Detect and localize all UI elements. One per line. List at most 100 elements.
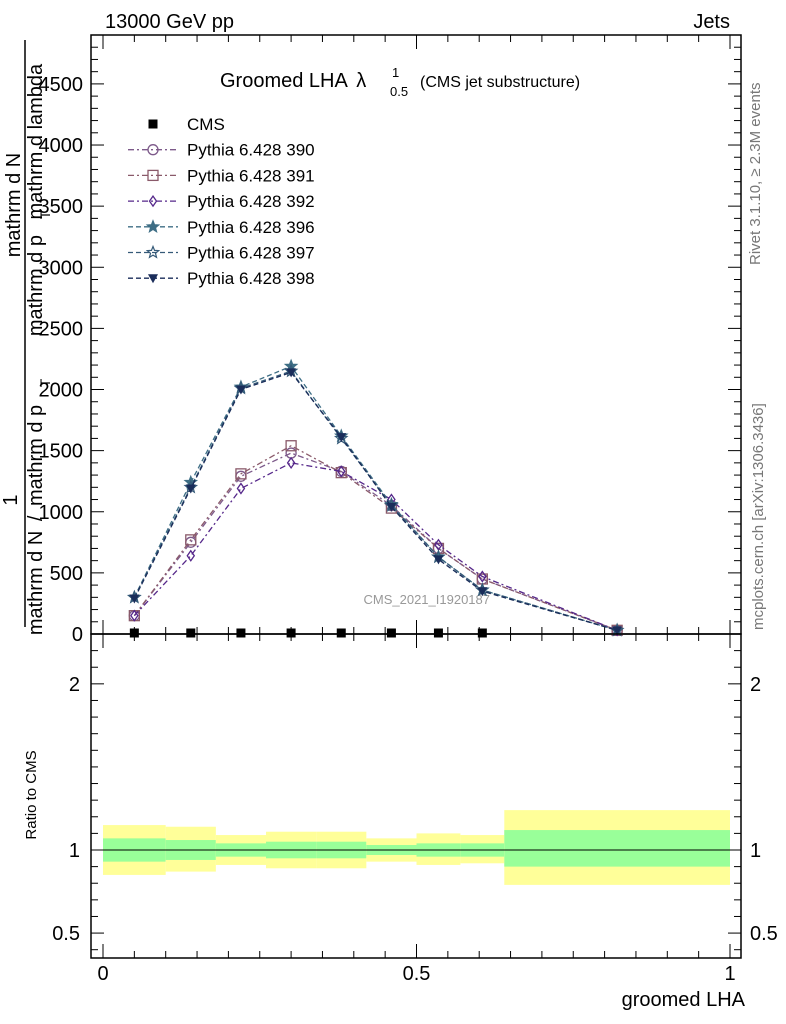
legend-label: Pythia 6.428 397 [187, 244, 315, 263]
ylabel-denom-n: N [25, 531, 47, 545]
cms-data-point [129, 628, 139, 638]
data-point [286, 368, 297, 378]
main-panel: 0 500 1000 1500 2000 2500 3000 3500 4000 4500 Gro… [39, 34, 742, 646]
ratio-y-tick-label: 0.5 [52, 923, 80, 945]
legend-label: Pythia 6.428 390 [187, 141, 315, 160]
data-point [336, 465, 346, 478]
data-point [335, 466, 347, 479]
rivet-note: Rivet 3.1.10, ≥ 2.3M events [747, 83, 764, 266]
series-1 [128, 447, 623, 636]
cms-data-point [433, 628, 443, 638]
y-tick-label: 4000 [39, 135, 84, 157]
legend: CMS Pythia 6.428 390 Pythia 6.428 391 Pythi… [128, 115, 315, 288]
legend-entry: Pythia 6.428 396 [128, 218, 315, 237]
ylabel-frac-one: 1 [0, 494, 22, 505]
header-jets: Jets [693, 11, 730, 33]
legend-entry: Pythia 6.428 397 [128, 244, 315, 263]
y-tick-label: 3000 [39, 257, 84, 279]
legend-entry: Pythia 6.428 392 [128, 192, 315, 211]
legend-entry: Pythia 6.428 398 [128, 269, 315, 288]
ylabel-num-part: mathrm d [3, 173, 25, 257]
legend-marker [148, 274, 158, 284]
chart-title-sup: 1 [392, 65, 399, 80]
ratio-y-tick-label: 1 [69, 840, 80, 862]
legend-label: Pythia 6.428 396 [187, 218, 315, 237]
data-point [235, 468, 247, 480]
header-energy: 13000 GeV pp [105, 11, 234, 33]
data-point [336, 433, 347, 443]
data-point [130, 609, 139, 622]
data-point [478, 570, 487, 583]
legend-label: CMS [187, 115, 225, 134]
ylabel-num-n: N [3, 153, 25, 167]
legend-entry: CMS [148, 115, 225, 134]
y-tick-label: 1500 [39, 441, 84, 463]
ratio-y-tick-label-right: 0.5 [750, 923, 778, 945]
y-tick-label: 2500 [39, 318, 84, 340]
data-point [285, 440, 297, 452]
cms-data-point [336, 628, 346, 638]
x-tick-label: 1 [724, 963, 735, 985]
ratio-band-inner [504, 830, 730, 867]
ratio-frame [90, 633, 742, 959]
legend-entry: Pythia 6.428 390 [128, 141, 315, 160]
ratio-y-tick-label-right: 2 [750, 674, 761, 696]
ratio-y-tick-label-right: 1 [750, 840, 761, 862]
ylabel-denom-a: mathrm d [25, 551, 47, 635]
legend-marker [147, 169, 159, 182]
ratio-y-label: Ratio to CMS [23, 750, 40, 839]
data-point [433, 555, 444, 565]
data-point [186, 549, 196, 562]
ylabel-numerator: mathrm d N [3, 153, 25, 257]
y-tick-label: 3500 [39, 196, 84, 218]
chart-title-sub: 0.5 [390, 84, 408, 99]
chart-subtitle: (CMS jet substructure) [420, 74, 580, 91]
ylabel-full-c: mathrm d lambda [25, 63, 47, 219]
legend-label: Pythia 6.428 398 [187, 269, 315, 288]
chart-title-text: Groomed LHA [220, 70, 348, 92]
series-cms [129, 628, 487, 638]
y-tick-label: 1000 [39, 502, 84, 524]
ylabel-denom-b: mathrm d p [25, 405, 47, 506]
ylabel-denom-sub: T [37, 378, 53, 387]
legend-marker [148, 119, 158, 129]
main-y-axis: 0 500 1000 1500 2000 2500 3000 3500 4000 4500 [39, 34, 741, 646]
cms-data-point [286, 628, 296, 638]
ylabel-denominator: mathrm d N / mathrm d p [25, 405, 47, 635]
legend-label: Pythia 6.428 392 [187, 192, 315, 211]
cms-data-point [236, 628, 246, 638]
data-point [185, 484, 196, 494]
legend-marker [145, 219, 161, 233]
ratio-x-axis: 0 0.5 1 [97, 634, 736, 985]
data-point [386, 502, 397, 512]
ylabel-denom-sep: / [25, 515, 47, 521]
chart-title: Groomed LHA λ [220, 70, 366, 92]
cms-data-point [477, 628, 487, 638]
y-tick-label: 500 [50, 563, 83, 585]
legend-label: Pythia 6.428 391 [187, 166, 315, 185]
chart-title-symbol: λ [356, 70, 366, 92]
series-line [133, 365, 618, 631]
y-tick-label: 0 [72, 624, 83, 646]
x-tick-label: 0 [97, 963, 108, 985]
ylabel-full-sub: T [37, 210, 53, 219]
main-x-axis-ticks [102, 35, 731, 634]
ratio-y-tick-label: 2 [69, 674, 80, 696]
data-point [285, 447, 297, 459]
series-2 [128, 440, 623, 636]
cms-data-point [186, 628, 196, 638]
x-axis-label: groomed LHA [622, 989, 746, 1011]
legend-marker [145, 244, 161, 259]
legend-marker [147, 144, 159, 156]
data-point [235, 385, 246, 395]
legend-marker [148, 194, 158, 208]
y-tick-label: 2000 [39, 380, 84, 402]
data-point [286, 456, 296, 469]
series-layer [127, 358, 625, 638]
series-line [133, 444, 618, 631]
x-tick-label: 0.5 [403, 963, 431, 985]
data-point [235, 470, 247, 482]
data-point [185, 536, 197, 548]
data-point [236, 482, 246, 495]
